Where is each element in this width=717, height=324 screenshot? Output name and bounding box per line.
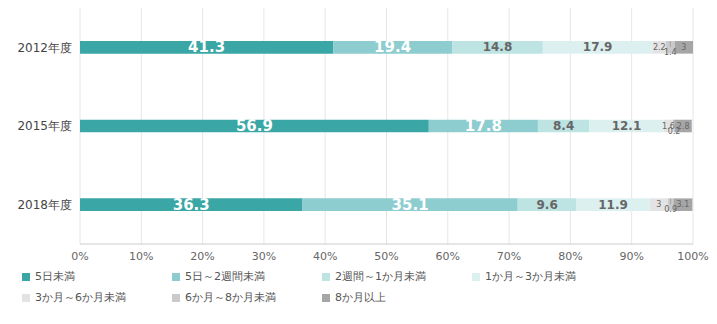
svg-text:17.9: 17.9 bbox=[583, 40, 613, 54]
svg-text:14.8: 14.8 bbox=[483, 40, 513, 54]
svg-text:70%: 70% bbox=[497, 250, 521, 263]
svg-text:20%: 20% bbox=[190, 250, 214, 263]
svg-text:0.2: 0.2 bbox=[667, 126, 681, 136]
svg-text:8.4: 8.4 bbox=[553, 119, 574, 133]
html-text:8か月以上: 8か月以上 bbox=[335, 291, 386, 304]
svg-text:2.8: 2.8 bbox=[677, 122, 690, 131]
svg-text:36.3: 36.3 bbox=[173, 196, 210, 214]
svg-text:60%: 60% bbox=[436, 250, 460, 263]
svg-text:1.4: 1.4 bbox=[664, 48, 677, 57]
svg-text:0%: 0% bbox=[71, 250, 88, 263]
svg-text:56.9: 56.9 bbox=[236, 117, 273, 135]
svg-text:12.1: 12.1 bbox=[612, 119, 642, 133]
svg-text:35.1: 35.1 bbox=[392, 196, 429, 214]
svg-text:2015年度: 2015年度 bbox=[17, 119, 72, 133]
html-text:5日～2週間未満: 5日～2週間未満 bbox=[185, 270, 265, 283]
svg-text:30%: 30% bbox=[252, 250, 276, 263]
html-text:3か月～6か月未満: 3か月～6か月未満 bbox=[35, 291, 126, 304]
svg-text:80%: 80% bbox=[558, 250, 582, 263]
svg-text:3: 3 bbox=[681, 43, 686, 52]
svg-text:19.4: 19.4 bbox=[374, 38, 411, 56]
svg-text:90%: 90% bbox=[619, 250, 643, 263]
svg-text:41.3: 41.3 bbox=[188, 38, 225, 56]
html-text:1か月～3か月未満: 1か月～3か月未満 bbox=[485, 270, 576, 283]
svg-text:100%: 100% bbox=[677, 250, 708, 263]
svg-text:2.2: 2.2 bbox=[652, 42, 666, 52]
svg-text:0.9: 0.9 bbox=[664, 205, 677, 214]
svg-text:3: 3 bbox=[656, 200, 661, 209]
html-text:2週間～1か月未満: 2週間～1か月未満 bbox=[335, 270, 426, 283]
html-text:6か月～8か月未満: 6か月～8か月未満 bbox=[185, 291, 276, 304]
svg-text:11.9: 11.9 bbox=[598, 198, 628, 212]
svg-text:40%: 40% bbox=[313, 250, 337, 263]
svg-text:2018年度: 2018年度 bbox=[17, 198, 72, 212]
svg-text:10%: 10% bbox=[129, 250, 153, 263]
svg-text:50%: 50% bbox=[374, 250, 398, 263]
svg-text:17.8: 17.8 bbox=[465, 117, 502, 135]
svg-text:9.6: 9.6 bbox=[536, 198, 557, 212]
svg-text:3.1: 3.1 bbox=[677, 200, 690, 209]
svg-text:2012年度: 2012年度 bbox=[17, 41, 72, 55]
html-text:5日未満: 5日未満 bbox=[35, 270, 75, 283]
